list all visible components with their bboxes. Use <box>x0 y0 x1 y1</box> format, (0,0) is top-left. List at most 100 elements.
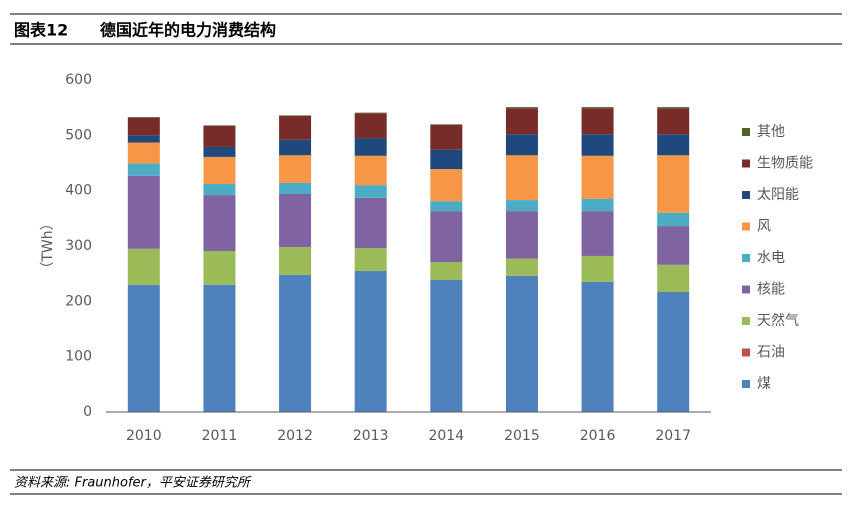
bar-segment <box>430 169 463 202</box>
x-tick-label: 2014 <box>428 428 464 444</box>
bar-segment <box>127 142 160 164</box>
bar-segment <box>354 138 387 156</box>
bar-segment <box>354 185 387 198</box>
bar-segment <box>505 258 538 276</box>
bar-segment <box>203 125 236 126</box>
bar-segment <box>505 275 538 412</box>
bar-segment <box>279 115 312 140</box>
bar-segment <box>505 211 538 259</box>
bar-segment <box>581 198 614 212</box>
bar-segment <box>203 184 236 196</box>
bar-segment <box>354 155 387 186</box>
bar-segment <box>505 155 538 201</box>
legend-label: 风 <box>757 219 771 235</box>
bar-segment <box>505 108 538 135</box>
bar-segment <box>203 156 236 185</box>
bar-segment <box>203 250 236 285</box>
bar-segment <box>354 197 387 249</box>
bar-segment <box>581 155 614 199</box>
figure-label: 图表12 <box>14 21 68 40</box>
bar-segment <box>279 115 312 116</box>
bar-segment <box>127 284 160 412</box>
legend-label: 石油 <box>757 345 785 361</box>
bar-segment <box>657 291 690 412</box>
legend-swatch <box>742 317 750 325</box>
y-tick-label: 200 <box>65 293 92 309</box>
bar-segment <box>657 108 690 135</box>
y-tick-label: 400 <box>65 183 92 199</box>
bar-segment <box>127 117 160 136</box>
bar-segment <box>581 211 614 256</box>
x-tick-label: 2012 <box>277 428 313 444</box>
bar-segment <box>430 262 463 280</box>
bar-segment <box>203 125 236 147</box>
legend-label: 水电 <box>757 250 785 266</box>
legend-swatch <box>742 128 750 136</box>
bar-segment <box>505 200 538 212</box>
bar-segment <box>430 279 463 412</box>
bar-segment <box>279 182 312 194</box>
legend-label: 太阳能 <box>757 187 799 203</box>
bar-segment <box>127 163 160 176</box>
bar-segment <box>657 212 690 227</box>
bar-segment <box>354 248 387 271</box>
legend-swatch <box>742 254 750 262</box>
bar-segment <box>581 255 614 282</box>
bar-segment <box>581 107 614 109</box>
legend-swatch <box>742 191 750 199</box>
legend-label: 煤 <box>757 376 771 392</box>
legend-label: 其他 <box>757 124 785 140</box>
bar-segment <box>279 247 312 275</box>
bar-segment <box>430 211 463 263</box>
bar-segment <box>581 108 614 135</box>
bar-segment <box>581 281 614 412</box>
legend-swatch <box>742 222 750 231</box>
bar-segment <box>657 107 690 109</box>
bar-segment <box>203 195 236 251</box>
x-tick-label: 2013 <box>353 428 389 444</box>
bar-segment <box>279 193 312 248</box>
bar-segment <box>127 135 160 143</box>
legend-label: 核能 <box>757 282 785 298</box>
bar-segment <box>354 112 387 114</box>
bar-segment <box>203 146 236 157</box>
bar-segment <box>430 149 463 170</box>
legend-swatch <box>742 348 750 357</box>
y-tick-label: 600 <box>65 72 92 88</box>
bar-segment <box>430 124 463 150</box>
bar-segment <box>354 113 387 139</box>
y-axis-label: （TWh） <box>40 216 56 275</box>
y-tick-label: 300 <box>65 238 92 254</box>
y-tick-label: 100 <box>65 349 92 365</box>
bar-segment <box>279 274 312 412</box>
legend-label: 生物质能 <box>757 156 813 172</box>
y-tick-label: 0 <box>83 404 92 420</box>
figure-title: 德国近年的电力消费结构 <box>100 21 276 40</box>
x-tick-label: 2011 <box>202 428 238 444</box>
x-tick-label: 2017 <box>655 428 691 444</box>
legend-swatch <box>742 285 750 294</box>
bar-segment <box>127 117 160 118</box>
legend-swatch <box>742 159 750 168</box>
bar-segment <box>657 134 690 156</box>
x-tick-label: 2016 <box>580 428 616 444</box>
x-tick-label: 2010 <box>126 428 162 444</box>
source-note: 资料来源: Fraunhofer，平安证券研究所 <box>14 475 252 491</box>
bar-segment <box>430 124 463 125</box>
bar-segment <box>203 284 236 412</box>
legend-label: 天然气 <box>757 312 799 329</box>
bar-segment <box>657 226 690 265</box>
bar-segment <box>127 248 160 285</box>
bar-segment <box>430 201 463 212</box>
y-tick-label: 500 <box>65 127 92 143</box>
bar-segment <box>505 134 538 156</box>
bar-segment <box>505 107 538 109</box>
bar-segment <box>279 139 312 156</box>
bar-segment <box>279 155 312 183</box>
bar-segment <box>354 270 387 412</box>
bar-segment <box>657 155 690 213</box>
x-tick-label: 2015 <box>504 428 540 444</box>
bar-segment <box>657 264 690 292</box>
legend-swatch <box>742 380 750 388</box>
